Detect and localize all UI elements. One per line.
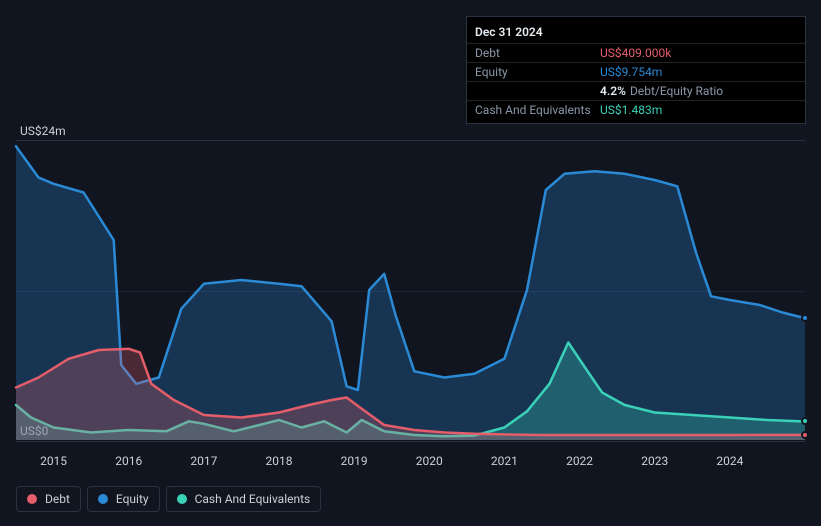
tooltip-debt-value: US$409.000k xyxy=(600,46,797,60)
legend-item-cash[interactable]: Cash And Equivalents xyxy=(166,486,322,512)
chart-container: Dec 31 2024 Debt US$409.000k Equity US$9… xyxy=(0,0,821,526)
legend-label-cash: Cash And Equivalents xyxy=(195,492,311,506)
x-tick: 2020 xyxy=(416,454,443,468)
x-tick: 2023 xyxy=(641,454,668,468)
series-end-marker xyxy=(801,314,809,322)
x-tick: 2022 xyxy=(566,454,593,468)
legend-item-equity[interactable]: Equity xyxy=(87,486,160,512)
x-tick: 2015 xyxy=(40,454,67,468)
tooltip-ratio-spacer xyxy=(475,84,600,98)
x-tick: 2016 xyxy=(115,454,142,468)
tooltip-ratio-pct: 4.2% xyxy=(600,84,626,98)
x-tick: 2021 xyxy=(491,454,518,468)
x-tick: 2018 xyxy=(266,454,293,468)
series-end-marker xyxy=(801,417,809,425)
tooltip-cash-value: US$1.483m xyxy=(600,103,797,117)
x-tick: 2024 xyxy=(716,454,743,468)
x-tick: 2017 xyxy=(190,454,217,468)
y-axis-label-max: US$24m xyxy=(20,124,66,138)
tooltip-row-ratio: 4.2% Debt/Equity Ratio xyxy=(467,82,805,101)
legend-label-equity: Equity xyxy=(116,492,149,506)
tooltip-date: Dec 31 2024 xyxy=(467,21,805,44)
series-end-marker xyxy=(801,431,809,439)
legend-label-debt: Debt xyxy=(45,492,70,506)
tooltip-row-cash: Cash And Equivalents US$1.483m xyxy=(467,101,805,119)
tooltip-debt-label: Debt xyxy=(475,46,600,60)
chart-svg xyxy=(16,140,805,440)
gridline-zero xyxy=(16,441,805,442)
legend-swatch-debt xyxy=(27,494,37,504)
tooltip-row-equity: Equity US$9.754m xyxy=(467,63,805,82)
x-axis: 2015 2016 2017 2018 2019 2020 2021 2022 2023 2024 xyxy=(16,454,805,474)
legend-item-debt[interactable]: Debt xyxy=(16,486,81,512)
tooltip-ratio-label: Debt/Equity Ratio xyxy=(630,84,723,98)
tooltip-cash-label: Cash And Equivalents xyxy=(475,103,600,117)
tooltip-box: Dec 31 2024 Debt US$409.000k Equity US$9… xyxy=(466,16,806,124)
tooltip-equity-value: US$9.754m xyxy=(600,65,797,79)
tooltip-equity-label: Equity xyxy=(475,65,600,79)
legend-swatch-equity xyxy=(98,494,108,504)
x-tick: 2019 xyxy=(341,454,368,468)
tooltip-row-debt: Debt US$409.000k xyxy=(467,44,805,63)
legend: Debt Equity Cash And Equivalents xyxy=(16,486,321,512)
legend-swatch-cash xyxy=(177,494,187,504)
